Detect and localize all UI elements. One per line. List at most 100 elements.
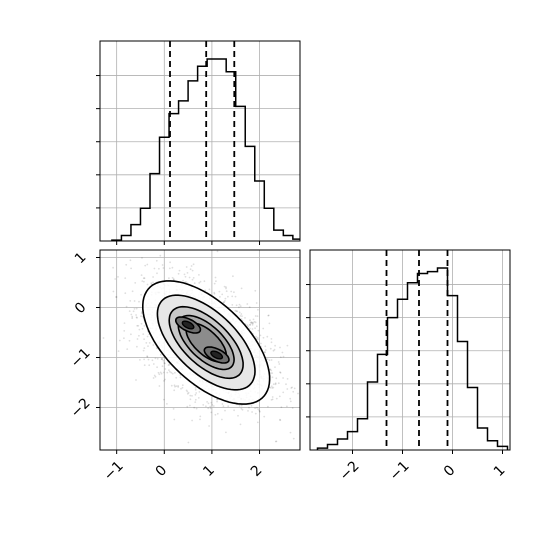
scatter-point [271,372,274,374]
scatter-point [269,386,272,389]
scatter-point [141,257,143,259]
scatter-point [269,368,271,371]
scatter-point [213,291,216,294]
scatter-point [193,406,196,409]
scatter-point [186,390,189,393]
scatter-point [195,392,198,394]
scatter-point [125,263,128,266]
scatter-point [249,323,251,326]
scatter-point [286,344,289,347]
scatter-point [146,335,149,338]
scatter-point [213,292,216,295]
scatter-point [303,363,305,365]
scatter-point [137,324,140,327]
scatter-point [143,358,146,361]
marginal-histogram-param2: −2 −1 0 1 [306,249,511,484]
scatter-point [112,290,115,293]
scatter-point [198,274,200,276]
scatter-point [290,387,293,389]
scatter-point [129,300,132,302]
scatter-point [140,311,143,313]
scatter-point [189,398,192,401]
scatter-point [255,335,257,338]
scatter-point [262,336,265,339]
scatter-point [252,318,255,321]
scatter-point [231,295,234,298]
scatter-point [237,414,239,417]
scatter-point [164,368,167,370]
scatter-point [278,395,281,398]
scatter-point [270,338,273,340]
scatter-point [274,440,277,443]
hx-histogram-step [111,58,300,241]
scatter-point [141,327,144,330]
scatter-point [255,302,258,304]
scatter-point [210,401,213,404]
scatter-point [252,322,254,325]
scatter-point [221,418,223,421]
scatter-point [152,363,155,365]
scatter-point [181,384,184,387]
scatter-point [189,268,192,271]
scatter-point [227,295,229,298]
scatter-point [235,310,238,312]
scatter-point [124,277,127,279]
scatter-point [155,259,158,262]
scatter-point [286,378,289,380]
scatter-point [162,359,165,362]
scatter-point [117,350,120,352]
scatter-point [128,310,131,312]
scatter-point [225,286,227,289]
scatter-point [198,391,201,393]
scatter-point [249,327,251,330]
scatter-point [142,349,145,352]
scatter-point [131,317,134,320]
scatter-point [264,345,267,348]
scatter-point [158,373,161,376]
scatter-point [240,407,243,410]
scatter-point [259,334,262,337]
scatter-point [140,293,143,296]
scatter-point [271,376,274,379]
scatter-point [230,290,233,293]
scatter-point [164,378,166,381]
scatter-point [255,325,258,328]
scatter-point [180,387,182,390]
scatter-point [123,322,126,324]
scatter-point [239,423,242,426]
joint-ytick-label: −2 [68,395,94,421]
scatter-point [238,306,240,309]
scatter-point [191,395,193,397]
scatter-point [257,329,260,332]
scatter-point [274,382,277,385]
scatter-point [166,371,169,374]
scatter-point [136,317,138,319]
scatter-point [238,311,241,314]
scatter-point [147,358,150,361]
scatter-point [254,327,256,330]
scatter-point [130,267,133,270]
scatter-point [143,338,146,340]
scatter-point [292,437,295,440]
scatter-point [269,368,272,371]
scatter-point [257,308,259,311]
scatter-point [277,382,280,385]
scatter-point [292,390,295,393]
scatter-point [267,314,270,317]
hy-frame [309,249,511,451]
scatter-point [192,263,195,266]
scatter-point [135,379,137,381]
scatter-point [289,397,292,400]
scatter-point [161,358,164,360]
scatter-point [175,385,178,387]
scatter-point [244,317,246,319]
scatter-point [169,370,171,373]
scatter-point [263,351,266,354]
scatter-point [279,419,282,422]
scatter-point [274,366,276,368]
scatter-point [152,344,155,346]
scatter-point [141,280,144,282]
scatter-point [279,371,282,374]
scatter-point [212,405,215,407]
scatter-point [256,421,259,424]
